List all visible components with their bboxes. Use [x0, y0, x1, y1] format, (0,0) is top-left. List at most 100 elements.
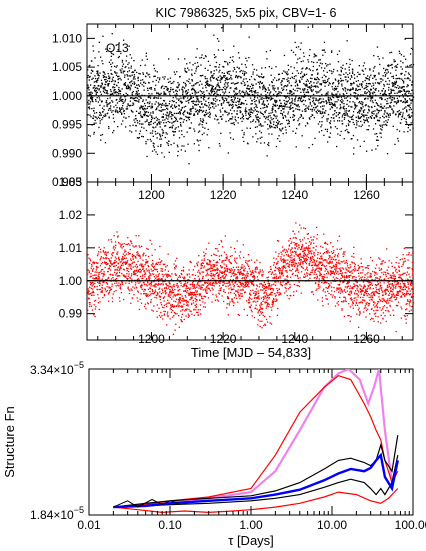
data-point — [106, 50, 108, 53]
data-point — [89, 286, 91, 288]
data-point — [191, 85, 193, 87]
data-point — [213, 99, 215, 101]
data-point — [197, 98, 199, 100]
data-point — [306, 79, 309, 81]
data-point — [179, 118, 181, 120]
data-point — [178, 305, 180, 307]
data-point — [134, 82, 136, 84]
data-point — [388, 116, 390, 118]
data-point — [392, 83, 395, 85]
data-point — [119, 89, 121, 92]
data-point — [145, 108, 147, 110]
data-point — [104, 76, 106, 78]
data-point — [291, 94, 293, 96]
data-point — [241, 282, 243, 284]
data-point — [299, 57, 301, 59]
data-point — [149, 96, 151, 98]
data-point — [369, 69, 371, 71]
data-point — [384, 110, 386, 112]
data-point — [318, 110, 320, 112]
data-point — [377, 112, 380, 114]
data-point — [255, 69, 258, 71]
data-point — [168, 114, 170, 116]
data-point — [137, 251, 139, 253]
data-point — [127, 78, 129, 80]
data-point — [370, 117, 373, 119]
data-point — [172, 305, 174, 307]
data-point — [255, 293, 257, 295]
data-point — [155, 116, 157, 118]
data-point — [131, 93, 133, 95]
data-point — [253, 297, 256, 299]
data-point — [370, 88, 372, 91]
data-point — [382, 57, 384, 59]
data-point — [88, 99, 90, 102]
data-point — [157, 294, 159, 296]
data-point — [214, 88, 217, 90]
data-point — [199, 299, 201, 302]
data-point — [291, 99, 294, 101]
data-point — [149, 287, 151, 289]
data-point — [100, 270, 102, 272]
data-point — [114, 89, 116, 91]
data-point — [163, 310, 165, 312]
data-point — [281, 106, 283, 108]
data-point — [165, 266, 167, 268]
data-point — [112, 113, 114, 116]
data-point — [240, 111, 242, 113]
data-point — [152, 142, 154, 144]
data-point — [198, 255, 200, 257]
data-point — [280, 130, 282, 132]
data-point — [120, 244, 122, 246]
data-point — [126, 262, 128, 264]
data-point — [316, 76, 318, 79]
data-point — [179, 111, 181, 113]
data-point — [181, 101, 183, 103]
data-point — [96, 72, 98, 75]
data-point — [277, 138, 279, 140]
data-point — [111, 80, 113, 83]
data-point — [115, 290, 117, 292]
data-point — [299, 98, 302, 100]
data-point — [156, 124, 158, 126]
data-point — [98, 278, 101, 280]
data-point — [319, 90, 321, 92]
data-point — [338, 82, 340, 84]
data-point — [93, 278, 95, 280]
data-point — [88, 270, 91, 272]
data-point — [123, 84, 125, 86]
data-point — [214, 97, 216, 100]
data-point — [223, 66, 225, 68]
data-point — [281, 80, 284, 82]
data-point — [285, 72, 288, 75]
data-point — [151, 281, 153, 284]
data-point — [187, 100, 189, 102]
data-point — [336, 127, 338, 130]
data-point — [180, 282, 182, 284]
data-point — [248, 281, 250, 283]
data-point — [211, 88, 214, 90]
data-point — [231, 273, 233, 275]
data-point — [160, 316, 162, 318]
data-point — [147, 293, 149, 295]
data-point — [201, 271, 203, 273]
data-point — [155, 97, 158, 99]
data-point — [234, 259, 236, 261]
data-point — [167, 275, 169, 277]
data-point — [208, 147, 210, 149]
data-point — [322, 81, 324, 83]
data-point — [92, 270, 94, 272]
data-point — [295, 132, 297, 134]
panel-2-points — [87, 222, 415, 335]
data-point — [138, 254, 140, 256]
data-point — [386, 72, 388, 74]
data-point — [100, 79, 103, 81]
data-point — [199, 57, 201, 59]
data-point — [109, 287, 112, 289]
data-point — [411, 89, 413, 91]
data-point — [244, 92, 246, 94]
data-point — [159, 103, 161, 105]
data-point — [242, 80, 244, 82]
data-point — [129, 125, 131, 127]
